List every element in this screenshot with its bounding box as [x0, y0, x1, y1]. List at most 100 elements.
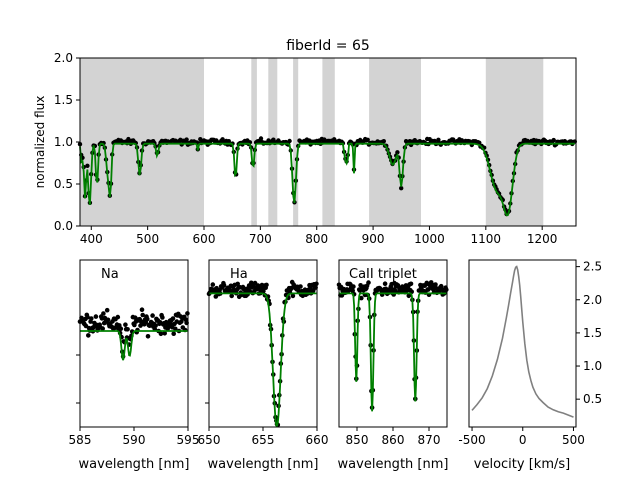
x-tick-label: 650 — [198, 433, 221, 447]
ccf-curve — [471, 265, 574, 418]
y-tick-label: 2.0 — [54, 51, 73, 65]
data-point — [123, 322, 128, 328]
x-tick-label: 400 — [80, 232, 103, 246]
data-point — [118, 326, 124, 332]
ca-annotation: CaII triplet — [349, 267, 417, 282]
data-point — [399, 186, 404, 191]
data-point — [551, 137, 556, 143]
data-point — [249, 280, 254, 286]
x-tick-label: 0 — [519, 433, 527, 447]
data-point — [351, 284, 356, 289]
data-point — [221, 283, 227, 288]
data-point — [115, 314, 121, 320]
y-tick-label: 0.5 — [583, 392, 602, 406]
data-point — [173, 326, 178, 332]
data-point — [395, 150, 400, 155]
data-point — [140, 312, 145, 318]
na-panel: Na wavelength [nm] 585 590 595 — [69, 259, 200, 472]
y-tick-label: 0.5 — [54, 177, 73, 191]
model-line — [79, 142, 575, 217]
data-point — [381, 139, 386, 144]
data-point — [145, 334, 151, 339]
ca-axes: 850 860 870 — [346, 427, 441, 447]
ha-model-line — [209, 292, 317, 428]
x-tick-label: 600 — [193, 232, 216, 246]
data-point — [184, 137, 189, 142]
x-tick-label: 655 — [252, 433, 275, 447]
data-point — [314, 281, 319, 287]
data-point — [210, 282, 216, 287]
y-tick-label: 1.5 — [54, 93, 73, 107]
data-point — [145, 316, 150, 322]
data-point — [89, 316, 94, 321]
data-point — [139, 307, 145, 313]
na-annotation: Na — [101, 267, 119, 282]
x-tick-label: 860 — [382, 433, 405, 447]
x-tick-label: 900 — [362, 232, 385, 246]
y-tick-label: 2.0 — [583, 293, 602, 307]
x-tick-label: 1000 — [414, 232, 445, 246]
na-model-line — [80, 330, 188, 361]
y-tick-label: 1.0 — [583, 359, 602, 373]
data-point — [160, 315, 165, 320]
x-tick-label: 590 — [123, 433, 146, 447]
data-point — [359, 295, 364, 301]
data-point — [171, 331, 176, 337]
data-point — [104, 307, 110, 313]
y-tick-label: 0.0 — [54, 219, 73, 233]
data-point — [287, 138, 292, 144]
data-point — [258, 136, 264, 141]
data-point — [105, 317, 111, 323]
data-point — [406, 293, 412, 299]
x-tick-label: 700 — [249, 232, 272, 246]
data-point — [185, 311, 190, 316]
data-point — [433, 282, 438, 287]
main-axes: 400 500 600 700 800 900 1000 1100 1200 0.0 0.5 1.0 1… — [54, 51, 558, 246]
data-point — [101, 311, 106, 316]
data-point — [261, 288, 266, 294]
model-line — [339, 292, 447, 412]
data-point — [85, 315, 90, 320]
main-spectrum-panel: fiberId = 65 normalized flux 400 500 600 70… — [33, 38, 577, 246]
data-point — [392, 288, 398, 294]
chart-title: fiberId = 65 — [286, 38, 370, 54]
ha-data-points — [206, 279, 319, 428]
data-point — [168, 321, 173, 327]
na-data-points — [77, 307, 190, 359]
data-point — [350, 288, 356, 294]
data-point — [179, 319, 184, 324]
ha-x-label: wavelength [nm] — [208, 457, 319, 472]
ca-x-label: wavelength [nm] — [338, 457, 449, 472]
data-point — [229, 293, 234, 299]
ha-panel: Ha wavelength [nm] 650 655 660 — [198, 259, 329, 472]
data-point — [264, 282, 269, 288]
data-point — [235, 281, 240, 287]
y-tick-label: 2.5 — [583, 260, 602, 274]
masked-region — [293, 58, 299, 226]
y-tick-label: 1.5 — [583, 326, 602, 340]
y-axis-label: normalized flux — [33, 96, 47, 189]
data-point — [408, 281, 414, 287]
x-tick-label: 1200 — [527, 232, 558, 246]
x-tick-label: 500 — [562, 433, 585, 447]
data-point — [125, 327, 130, 332]
data-point — [85, 163, 90, 168]
data-point — [158, 331, 164, 337]
x-tick-label: 1100 — [471, 232, 502, 246]
x-tick-label: 500 — [136, 232, 159, 246]
data-point — [93, 314, 99, 319]
ccf-axes: -500 0 500 0.5 1.0 1.5 2.0 2.5 — [458, 260, 602, 447]
x-tick-label: 870 — [418, 433, 441, 447]
na-plot-frame — [79, 259, 189, 428]
x-tick-label: 585 — [69, 433, 92, 447]
na-axes: 585 590 595 — [69, 354, 200, 447]
y-tick-label: 1.0 — [54, 135, 73, 149]
x-tick-label: -500 — [458, 433, 485, 447]
x-tick-label: 660 — [306, 433, 329, 447]
data-point — [86, 333, 91, 338]
x-tick-label: 595 — [177, 433, 200, 447]
ca-triplet-panel: CaII triplet wavelength [nm] 850 860 870 — [336, 259, 449, 472]
x-tick-label: 800 — [305, 232, 328, 246]
ha-axes: 650 655 660 — [198, 354, 329, 447]
data-point — [100, 326, 105, 331]
